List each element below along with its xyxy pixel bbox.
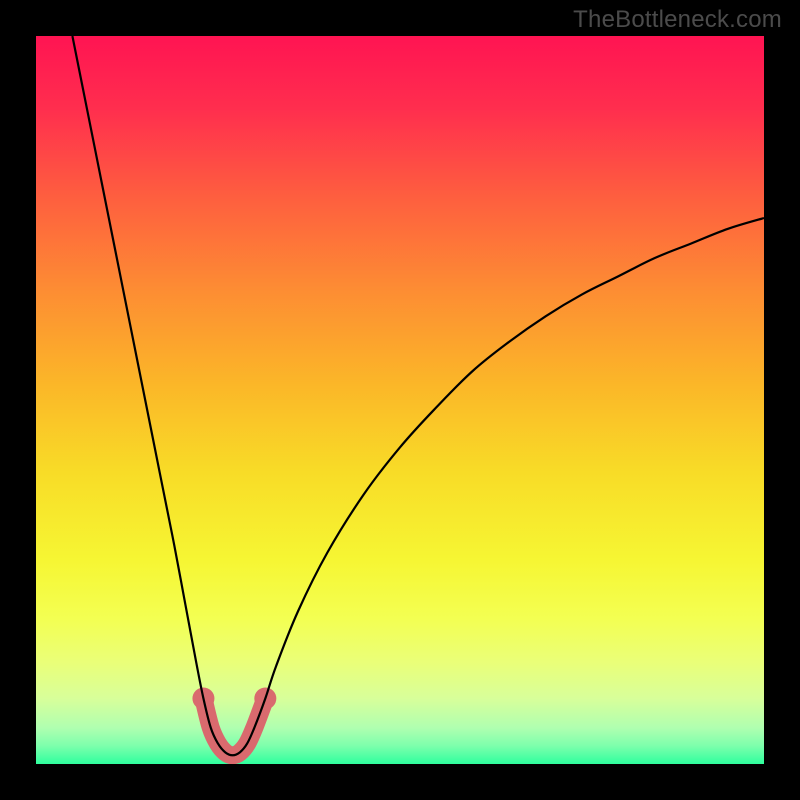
curve-layer — [36, 36, 764, 764]
plot-area — [36, 36, 764, 764]
highlight-curve — [203, 698, 265, 755]
watermark-text: TheBottleneck.com — [573, 6, 782, 34]
bottleneck-curve — [72, 36, 764, 755]
